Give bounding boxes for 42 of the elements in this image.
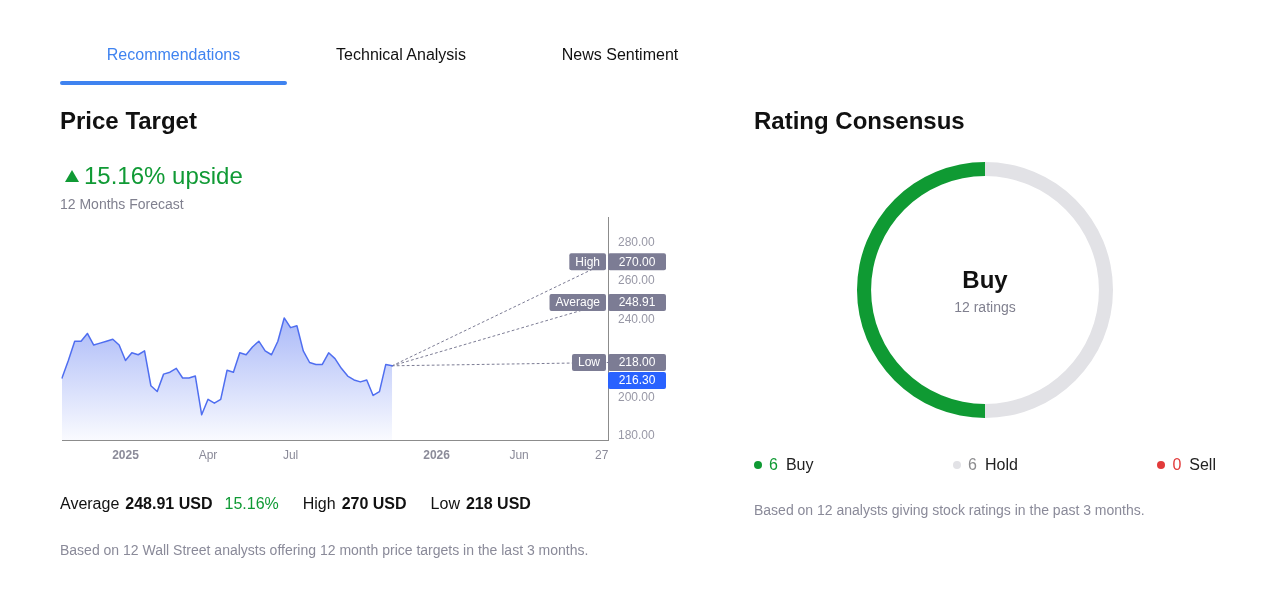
legend-label: High (575, 254, 600, 269)
text: Buy (961, 265, 1009, 295)
text: 12 Months Forecast (60, 195, 184, 213)
legend-label: Hold (984, 455, 1018, 475)
x-tick-label: Jun (509, 447, 529, 462)
text: 216.30 (618, 373, 656, 388)
text: News Sentiment (560, 45, 680, 65)
text: 270 USD (341, 494, 407, 514)
text: 248.91 USD (125, 494, 213, 514)
text: Based on 12 Wall Street analysts offering 12 month price targets in the last 3 months. (60, 542, 590, 559)
chart-subtitle: 15.16% upside (84, 161, 243, 191)
text: Average (60, 494, 120, 514)
legend-label: Low (577, 355, 601, 370)
data-label: 218.00 (618, 355, 656, 370)
x-tick-label: 2026 (423, 447, 451, 462)
text: High (302, 494, 336, 514)
text: Low (430, 494, 460, 514)
y-tick-label: 260.00 (618, 273, 656, 288)
y-tick-label: 180.00 (618, 428, 656, 443)
data-label: 6 (968, 455, 977, 475)
text: 15.16% (224, 494, 279, 514)
chart-title: Price Target (60, 106, 197, 136)
text: 0 (1172, 456, 1182, 473)
data-label: 248.91 (618, 295, 656, 310)
text: 218 USD (465, 494, 531, 514)
x-tick-label: 27 (594, 447, 609, 462)
data-label: 270.00 (618, 254, 656, 269)
text: Based on 12 analysts giving stock ratings in the past 3 months. (754, 502, 1146, 519)
y-tick-label: 280.00 (618, 234, 656, 249)
x-tick-label: Jul (282, 447, 299, 462)
text: Recommendations (105, 45, 242, 65)
data-label: 6 (769, 455, 778, 475)
y-tick-label: 200.00 (618, 389, 656, 404)
x-tick-label: 2025 (112, 447, 140, 462)
y-tick-label: 240.00 (618, 312, 656, 327)
legend-label: Average (555, 295, 601, 310)
text: 12 ratings (953, 298, 1017, 316)
legend-label: Sell (1189, 455, 1216, 475)
x-tick-label: Apr (198, 447, 218, 462)
legend-label: Buy (785, 455, 814, 475)
text: Technical Analysis (335, 45, 467, 65)
chart-title: Rating Consensus (754, 106, 965, 136)
